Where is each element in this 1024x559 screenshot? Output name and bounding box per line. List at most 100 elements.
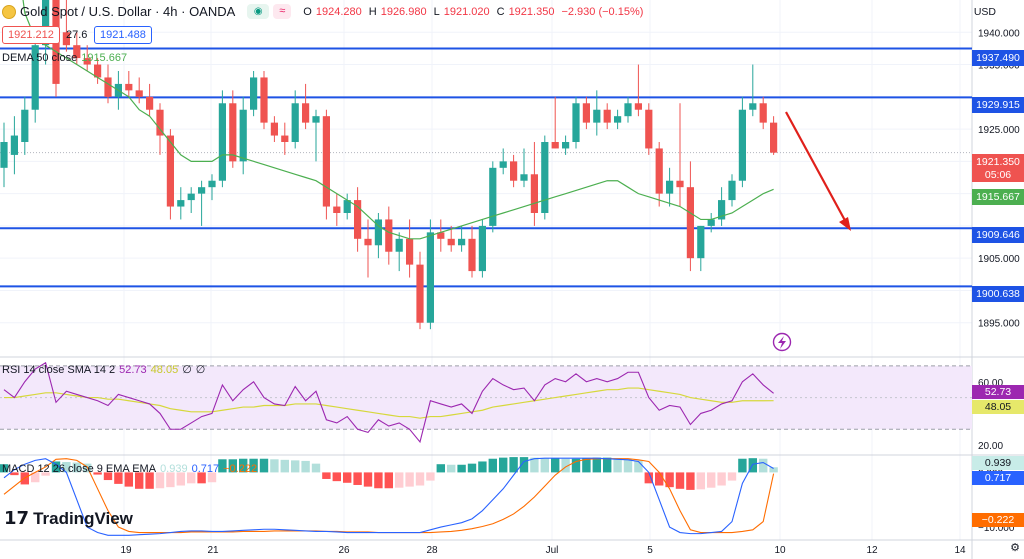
macd-histogram-bar (634, 460, 643, 473)
macd-histogram-bar (415, 472, 425, 486)
macd-tag: 0.717 (972, 471, 1024, 485)
time-axis-label: 26 (338, 545, 350, 556)
symbol-legend: Gold Spot / U.S. Dollar · 4h · OANDA ◉ ≈… (2, 4, 643, 19)
candle-body (291, 103, 299, 142)
dema-legend[interactable]: DEMA 50 close 1915.667 (2, 52, 127, 64)
spread-value: 27.6 (66, 29, 88, 41)
macd-legend-label: MACD 12 26 close 9 EMA EMA (2, 463, 157, 475)
rsi-sma-legend-value: 48.05 (150, 363, 179, 376)
candle-body (260, 77, 268, 123)
candle-body (333, 206, 341, 213)
macd-histogram-bar (353, 472, 362, 485)
macd-histogram-bar (384, 472, 393, 489)
candle-body (125, 83, 133, 91)
macd-histogram-bar (72, 462, 81, 473)
macd-histogram-bar (686, 472, 695, 490)
time-axis-label: 21 (207, 545, 219, 556)
candle-body (166, 135, 174, 207)
candle-body (229, 103, 237, 162)
macd-histogram-bar (228, 459, 237, 473)
time-axis-label: 5 (647, 545, 653, 556)
close-label: C (496, 5, 505, 18)
candle-body (104, 77, 112, 97)
candle-body (135, 90, 143, 97)
candle-body (385, 219, 393, 252)
dema-value: 1915.667 (81, 52, 128, 64)
macd-histogram-bar (114, 472, 123, 484)
macd-histogram-bar (530, 457, 539, 473)
macd-histogram-bar (187, 472, 196, 484)
candle-body (322, 116, 330, 207)
symbol-title[interactable]: Gold Spot / U.S. Dollar · 4h · OANDA (20, 4, 236, 19)
low-value: 1921.020 (443, 5, 490, 18)
currency-label[interactable]: USD (973, 6, 996, 18)
macd-histogram-bar (51, 461, 61, 473)
level-tag-2: 1929.915 (972, 97, 1024, 113)
rsi-tag: 52.73 (972, 385, 1024, 399)
dema-line (22, 0, 774, 240)
price-axis-tick: 1935.000 (978, 61, 1020, 72)
macd-histogram-bar (259, 458, 269, 473)
macd-histogram-bar (197, 472, 206, 484)
macd-histogram-bar (239, 458, 248, 473)
candle-body (759, 103, 767, 123)
bid-box[interactable]: 1921.212 (2, 26, 60, 44)
macd-histogram-bar (717, 472, 726, 486)
tradingview-logo-icon: 17 (4, 508, 30, 529)
macd-legend[interactable]: MACD 12 26 close 9 EMA EMA 0.939 0.717 −… (2, 463, 257, 475)
macd-histogram-bar (10, 472, 19, 476)
rsi-legend-v4: ∅ (195, 364, 206, 376)
settings-icon[interactable]: ⚙ (1010, 542, 1020, 554)
level-tag-4: 1900.638 (972, 286, 1024, 302)
macd-histogram-bar (436, 464, 445, 473)
candle-body (510, 161, 518, 181)
macd-histogram-bar (696, 472, 705, 490)
macd-histogram-bar (457, 464, 466, 473)
ask-box[interactable]: 1921.488 (94, 26, 152, 44)
macd-histogram-bar (655, 472, 664, 486)
macd-histogram-bar (644, 472, 653, 484)
candle-body (603, 109, 611, 123)
candle-body (312, 116, 320, 123)
candle-body (718, 200, 726, 220)
tradingview-logo[interactable]: 17 TradingView (4, 508, 133, 529)
rsi-axis-tick: 20.00 (978, 441, 1003, 452)
candle-body (499, 161, 507, 168)
candle-body (374, 219, 382, 246)
macd-histogram-bar (571, 458, 581, 473)
macd-histogram-bar (374, 472, 383, 489)
candle-body (447, 238, 455, 246)
candle-body (31, 45, 39, 110)
candle-body (250, 77, 258, 110)
high-label: H (368, 5, 377, 18)
candle-body (426, 232, 434, 323)
candle-body (707, 219, 715, 226)
price-axis-tick: 1895.000 (978, 319, 1020, 330)
candle-body (478, 225, 486, 272)
candle-body (614, 116, 622, 123)
macd-histogram-bar (582, 458, 591, 473)
candle-body (281, 135, 289, 142)
dema-price-tag: 1915.667 (972, 189, 1024, 205)
candle-body (0, 142, 8, 168)
eye-icon[interactable]: ◉ (247, 4, 270, 19)
macd-histogram-bar (592, 457, 601, 473)
macd-histogram-bar (311, 463, 321, 473)
macd-histogram-bar (769, 467, 778, 473)
macd-histogram-bar (31, 472, 40, 483)
rsi-legend[interactable]: RSI 14 close SMA 14 2 52.73 48.05 ∅ ∅ (2, 363, 206, 377)
low-label: L (433, 5, 440, 18)
candle-body (686, 187, 694, 259)
gold-coin-icon (2, 4, 16, 19)
candle-body (218, 103, 226, 181)
macd-histogram-bar (405, 472, 414, 487)
macd-axis-tick: −10.000 (978, 523, 1015, 534)
candle-body (42, 0, 50, 46)
macd-histogram-bar (135, 472, 144, 489)
candle-body (406, 238, 414, 265)
candle-body (10, 135, 18, 155)
wave-icon[interactable]: ≈ (273, 4, 292, 19)
macd-histogram-bar (93, 472, 102, 475)
macd-hist-legend-value: 0.939 (160, 463, 188, 475)
